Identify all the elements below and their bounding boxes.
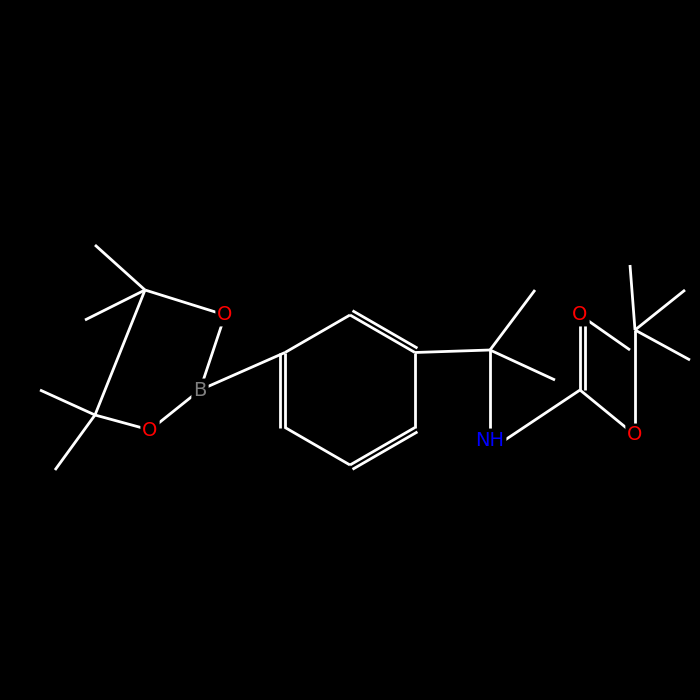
Text: O: O (217, 305, 232, 325)
Text: O: O (627, 426, 643, 444)
Text: O: O (142, 421, 158, 440)
Text: B: B (193, 381, 206, 400)
Text: NH: NH (475, 430, 505, 449)
Text: O: O (573, 305, 588, 325)
